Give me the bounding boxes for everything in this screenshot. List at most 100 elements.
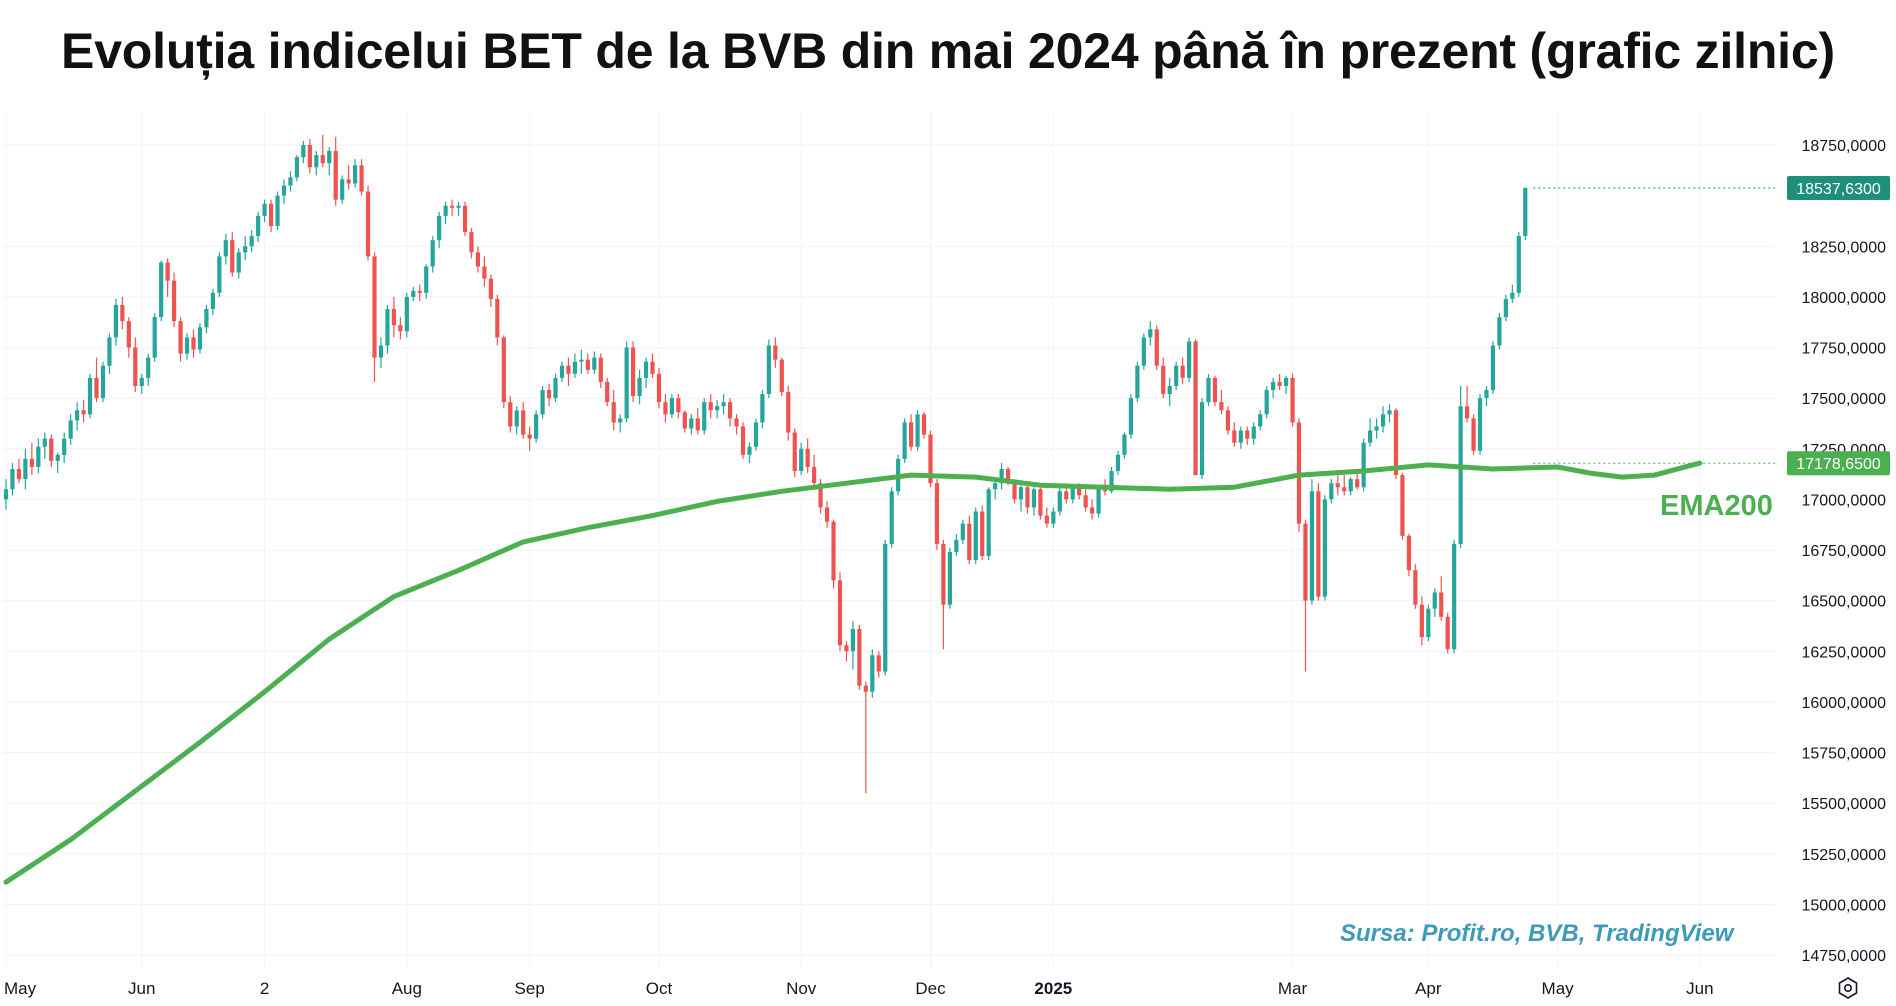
candle-body: [1193, 341, 1198, 476]
candle-body: [178, 321, 183, 354]
candle-body: [488, 278, 493, 299]
candles: [3, 134, 1528, 793]
candle-body: [844, 645, 849, 652]
candle-body: [49, 438, 54, 461]
candle-body: [786, 392, 791, 433]
candle-body: [702, 402, 707, 431]
ema-price-tag-badge: [1787, 451, 1890, 476]
candle-body: [1393, 410, 1399, 476]
candle-body: [443, 205, 448, 216]
candle-body: [1245, 430, 1250, 439]
candle-body: [398, 325, 403, 332]
candle-body: [1316, 491, 1321, 597]
candle-body: [171, 280, 177, 322]
candle-body: [501, 337, 506, 403]
candle-body: [747, 446, 752, 455]
y-tick-label: 15500,0000: [1801, 796, 1886, 813]
x-tick-label: Oct: [646, 979, 673, 998]
candle-body: [275, 195, 280, 226]
candle-body: [928, 434, 933, 484]
candle-body: [327, 151, 332, 164]
candle-body: [378, 345, 384, 358]
candle-body: [159, 262, 164, 318]
candle-body: [281, 185, 287, 196]
candle-body: [598, 357, 603, 382]
candle-body: [3, 489, 9, 500]
ema200-line: [3, 460, 1703, 885]
candle-body: [1490, 345, 1496, 391]
y-tick-label: 17000,0000: [1801, 492, 1886, 509]
x-axis: May Jun 2 Aug Sep Oct Nov Dec 2025 Mar Apr May Jun: [4, 979, 1714, 998]
x-tick-label: Dec: [915, 979, 946, 998]
candle-body: [42, 438, 47, 447]
x-tick-label: May: [4, 979, 37, 998]
candle-body: [1025, 487, 1030, 508]
candle-body: [579, 359, 584, 362]
candle-body: [75, 410, 80, 421]
y-axis: 18750,0000 18250,0000 18000,0000 17750,0000…: [1801, 138, 1886, 965]
candle-body: [1452, 543, 1457, 650]
candle-body: [1355, 479, 1360, 488]
candle-body: [980, 511, 985, 557]
candle-body: [695, 418, 700, 431]
candle-body: [36, 446, 41, 467]
candle-body: [1128, 398, 1134, 435]
candle-body: [120, 304, 125, 322]
y-tick-label: 16250,0000: [1801, 644, 1886, 661]
candle-body: [262, 203, 267, 216]
ema-line-layer: [3, 460, 1703, 885]
candle-body: [637, 377, 642, 397]
candle-body: [902, 422, 907, 459]
candle-body: [540, 390, 545, 415]
candle-body: [999, 469, 1004, 484]
candle-body: [1161, 365, 1166, 395]
candle-body: [100, 365, 106, 399]
y-tick-label: 15000,0000: [1801, 897, 1886, 914]
candle-body: [1012, 481, 1017, 500]
x-tick-label: Jun: [1686, 979, 1713, 998]
candle-body: [1290, 377, 1295, 423]
candle-body: [1400, 475, 1405, 536]
candle-body: [1426, 608, 1431, 638]
candle-body: [359, 165, 364, 192]
candle-body: [1083, 495, 1088, 508]
candle-body: [1432, 592, 1437, 609]
candle-body: [10, 469, 15, 490]
candle-body: [1510, 292, 1515, 299]
candle-body: [417, 290, 422, 293]
candle-body: [876, 655, 881, 672]
candle-body: [146, 357, 151, 378]
candle-body: [333, 151, 338, 200]
candle-body: [1387, 410, 1392, 415]
y-tick-label: 16750,0000: [1801, 543, 1886, 560]
candle-body: [1225, 410, 1230, 431]
candle-body: [1057, 491, 1062, 512]
candle-body: [1523, 187, 1528, 237]
candle-body: [521, 410, 526, 435]
candle-body: [837, 580, 843, 646]
candle-body: [301, 145, 306, 158]
candle-body: [863, 685, 868, 692]
candle-body: [805, 448, 810, 467]
candle-body: [1309, 491, 1315, 601]
candle-body: [1380, 414, 1386, 427]
gear-icon[interactable]: [1836, 976, 1860, 1000]
candle-body: [430, 240, 435, 267]
candle-body: [870, 655, 875, 692]
candle-body: [1484, 390, 1489, 399]
candle-body: [210, 292, 215, 310]
y-tick-label: 16000,0000: [1801, 695, 1886, 712]
candle-body: [631, 347, 636, 397]
candle-body: [1199, 402, 1205, 476]
candle-body: [1283, 377, 1289, 386]
candle-body: [243, 246, 248, 253]
candle-body: [1005, 469, 1011, 482]
candle-body: [1122, 434, 1127, 455]
candle-body: [1096, 487, 1101, 514]
candle-body: [909, 422, 914, 447]
candle-body: [1070, 487, 1075, 500]
candle-body: [514, 410, 519, 427]
candle-body: [55, 454, 60, 461]
candle-body: [16, 469, 22, 480]
